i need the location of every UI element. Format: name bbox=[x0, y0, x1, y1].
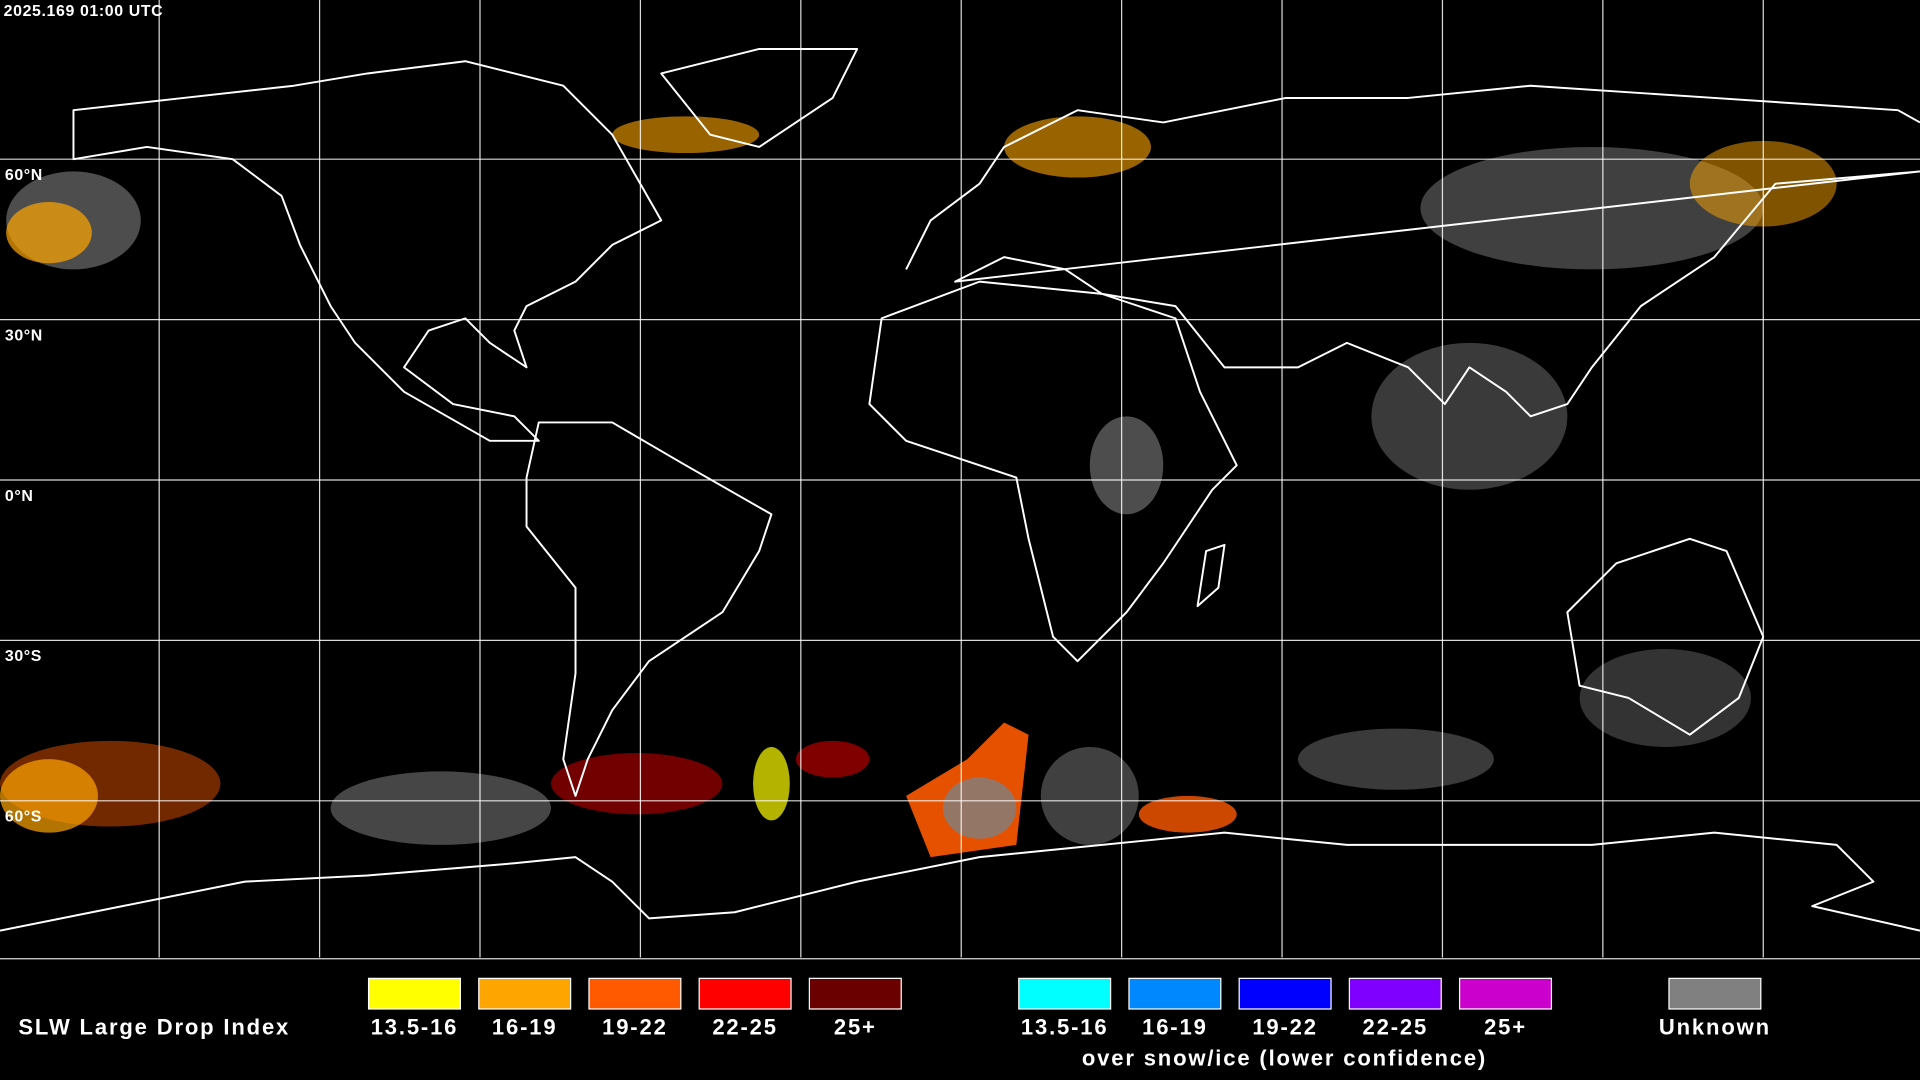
legend-caption: over snow/ice (lower confidence) bbox=[1082, 1045, 1487, 1070]
latitude-label: 30°S bbox=[5, 648, 42, 665]
legend-swatch bbox=[588, 977, 682, 1010]
south-america bbox=[525, 421, 773, 797]
legend-label: 25+ bbox=[1484, 1015, 1527, 1040]
legend-swatch bbox=[1348, 977, 1442, 1010]
legend-label: 25+ bbox=[834, 1015, 877, 1040]
latitude-labels: 60°N 30°N 0°N 30°S 60°S bbox=[5, 167, 43, 826]
legend-swatch bbox=[1238, 977, 1332, 1010]
latitude-label: 60°N bbox=[5, 167, 43, 184]
latitude-label: 30°N bbox=[5, 327, 43, 344]
legend-label: 13.5-16 bbox=[1021, 1015, 1109, 1040]
legend-swatch bbox=[478, 977, 572, 1010]
cloud-unknown bbox=[1089, 416, 1164, 515]
cloud-slw bbox=[795, 740, 870, 778]
timestamp: 2025.169 01:00 UTC bbox=[4, 3, 164, 20]
legend-swatch bbox=[1128, 977, 1222, 1010]
coastlines bbox=[0, 48, 1920, 932]
cloud-slw bbox=[753, 746, 790, 821]
legend-label: 16-19 bbox=[492, 1015, 558, 1040]
legend-label: 13.5-16 bbox=[371, 1015, 459, 1040]
africa bbox=[868, 280, 1238, 663]
legend-swatch bbox=[1668, 977, 1762, 1010]
legend-label: 19-22 bbox=[1252, 1015, 1318, 1040]
legend-label: 22-25 bbox=[1363, 1015, 1429, 1040]
legend-swatch bbox=[808, 977, 902, 1010]
legend-swatch bbox=[698, 977, 792, 1010]
cloud-slw bbox=[1004, 116, 1152, 178]
madagascar bbox=[1196, 543, 1226, 608]
cloud-field bbox=[0, 116, 1837, 858]
legend: SLW Large Drop Index over snow/ice (lowe… bbox=[18, 977, 1771, 1070]
cloud-slw bbox=[551, 753, 723, 815]
legend-swatch bbox=[367, 977, 462, 1010]
latitude-label: 60°S bbox=[5, 809, 42, 826]
legend-label: 22-25 bbox=[712, 1015, 778, 1040]
legend-label: 19-22 bbox=[602, 1015, 668, 1040]
latitude-label: 0°N bbox=[5, 488, 34, 505]
legend-swatch bbox=[1458, 977, 1553, 1010]
cloud-unknown bbox=[330, 771, 552, 845]
cloud-unknown bbox=[942, 777, 1017, 839]
legend-label: Unknown bbox=[1659, 1015, 1771, 1040]
cloud-slw bbox=[612, 116, 760, 154]
eurasia bbox=[905, 84, 1920, 418]
greenland bbox=[660, 48, 859, 148]
australia bbox=[1566, 537, 1765, 736]
cloud-unknown bbox=[1579, 648, 1752, 747]
legend-title: SLW Large Drop Index bbox=[18, 1015, 290, 1040]
cloud-slw bbox=[0, 759, 98, 833]
cloud-slw bbox=[6, 202, 92, 264]
graticule bbox=[0, 0, 1920, 960]
legend-swatch bbox=[1018, 977, 1112, 1010]
north-america bbox=[72, 60, 663, 442]
cloud-slw bbox=[1138, 795, 1237, 833]
cloud-unknown bbox=[1297, 728, 1494, 790]
antarctica bbox=[0, 831, 1920, 932]
cloud-unknown bbox=[1040, 746, 1139, 845]
legend-label: 16-19 bbox=[1142, 1015, 1208, 1040]
